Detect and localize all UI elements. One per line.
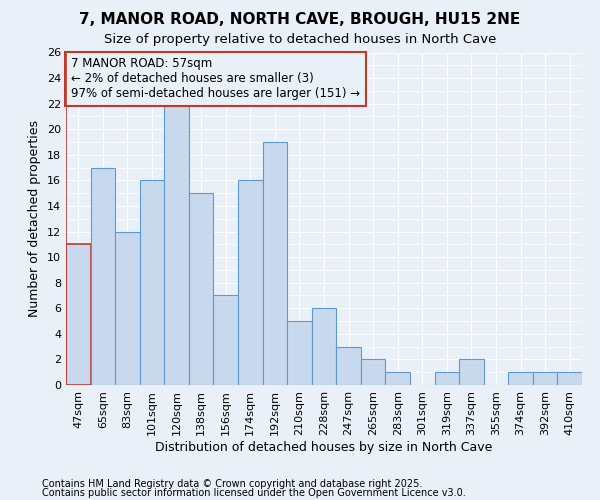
Bar <box>238 180 263 385</box>
Bar <box>336 346 361 385</box>
Bar <box>557 372 582 385</box>
Text: 7 MANOR ROAD: 57sqm
← 2% of detached houses are smaller (3)
97% of semi-detached: 7 MANOR ROAD: 57sqm ← 2% of detached hou… <box>71 58 360 100</box>
Bar <box>140 180 164 385</box>
Bar <box>66 244 91 385</box>
Bar <box>263 142 287 385</box>
Bar <box>385 372 410 385</box>
Text: Size of property relative to detached houses in North Cave: Size of property relative to detached ho… <box>104 32 496 46</box>
Bar <box>533 372 557 385</box>
Bar <box>508 372 533 385</box>
Bar <box>164 104 189 385</box>
Text: Contains HM Land Registry data © Crown copyright and database right 2025.: Contains HM Land Registry data © Crown c… <box>42 479 422 489</box>
Y-axis label: Number of detached properties: Number of detached properties <box>28 120 41 318</box>
Bar <box>214 296 238 385</box>
Bar <box>287 321 312 385</box>
Text: 7, MANOR ROAD, NORTH CAVE, BROUGH, HU15 2NE: 7, MANOR ROAD, NORTH CAVE, BROUGH, HU15 … <box>79 12 521 28</box>
Bar <box>434 372 459 385</box>
Bar <box>189 193 214 385</box>
Bar <box>459 360 484 385</box>
Bar <box>361 360 385 385</box>
Bar <box>115 232 140 385</box>
Bar <box>91 168 115 385</box>
Text: Contains public sector information licensed under the Open Government Licence v3: Contains public sector information licen… <box>42 488 466 498</box>
X-axis label: Distribution of detached houses by size in North Cave: Distribution of detached houses by size … <box>155 440 493 454</box>
Bar <box>312 308 336 385</box>
